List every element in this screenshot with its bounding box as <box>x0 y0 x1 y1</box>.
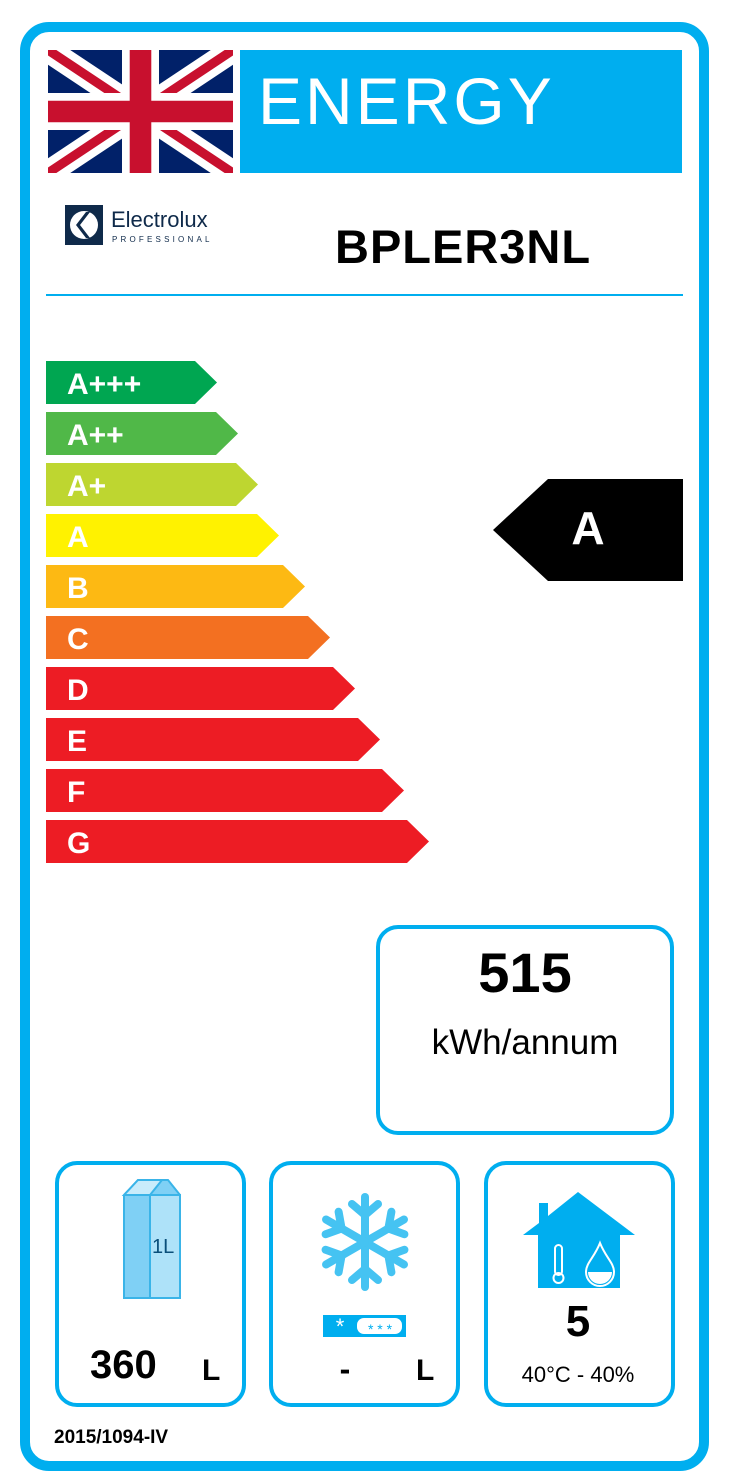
chilled-volume-value: 360 <box>90 1343 157 1387</box>
energy-title: ENERGY <box>258 64 555 138</box>
climate-conditions: 40°C - 40% <box>522 1362 635 1387</box>
efficiency-bar-label: F <box>67 776 85 809</box>
rating-label: A <box>571 502 604 554</box>
rating-arrow <box>493 479 683 581</box>
efficiency-bar-a <box>46 514 279 557</box>
climate-class-value: 5 <box>566 1297 590 1346</box>
efficiency-bar-label: A++ <box>67 419 124 452</box>
efficiency-bar-label: G <box>67 827 90 860</box>
efficiency-bar-label: A <box>67 521 89 554</box>
frozen-volume-unit: L <box>416 1354 434 1387</box>
consumption-unit: kWh/annum <box>432 1023 619 1062</box>
svg-text:*: * <box>336 1314 345 1339</box>
electrolux-logo: Electrolux PROFESSIONAL <box>65 205 213 245</box>
efficiency-bar-c <box>46 616 330 659</box>
union-jack-flag <box>48 50 233 173</box>
efficiency-bar-aplusplus <box>46 412 238 455</box>
efficiency-bar-label: E <box>67 725 87 758</box>
efficiency-bar-label: A+++ <box>67 368 141 401</box>
carton-text: 1L <box>152 1236 174 1258</box>
efficiency-bar-d <box>46 667 355 710</box>
efficiency-bar-label: A+ <box>67 470 106 503</box>
efficiency-bar-label: B <box>67 572 89 605</box>
efficiency-bar-f <box>46 769 404 812</box>
consumption-value: 515 <box>478 941 571 1004</box>
efficiency-bar-g <box>46 820 429 863</box>
house-climate-icon <box>523 1192 635 1288</box>
efficiency-bar-label: D <box>67 674 89 707</box>
efficiency-bar-e <box>46 718 380 761</box>
efficiency-bar-aplus <box>46 463 258 506</box>
regulation-reference: 2015/1094-IV <box>54 1427 168 1448</box>
chilled-volume-unit: L <box>202 1354 220 1387</box>
svg-text:* * *: * * * <box>368 1321 393 1337</box>
model-number: BPLER3NL <box>335 220 591 273</box>
freezer-star-rating-icon: * * * * <box>323 1314 406 1339</box>
frozen-volume-value: - <box>340 1351 351 1387</box>
energy-banner <box>240 50 682 173</box>
consumption-box <box>376 925 674 1135</box>
snowflake-icon <box>320 1193 411 1287</box>
brand-sub: PROFESSIONAL <box>112 235 213 244</box>
efficiency-bar-label: C <box>67 623 89 656</box>
efficiency-bar-aplusplusplus <box>46 361 217 404</box>
efficiency-bar-b <box>46 565 305 608</box>
brand-name: Electrolux <box>111 207 208 232</box>
milk-carton-icon: 1L <box>121 1179 181 1299</box>
